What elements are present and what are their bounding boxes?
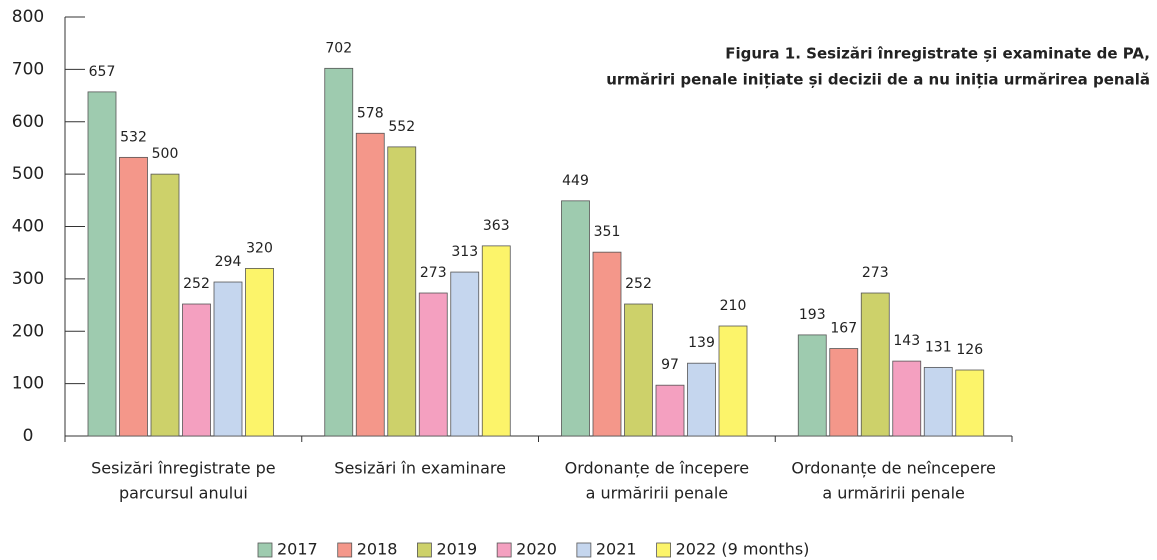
value-label: 210: [720, 298, 747, 314]
y-tick-label: 500: [12, 164, 44, 184]
y-tick-label: 200: [12, 321, 44, 341]
bar: [213, 281, 243, 437]
value-label: 702: [325, 40, 352, 56]
y-tick-label: 400: [12, 217, 44, 237]
bar: [182, 303, 211, 437]
legend-swatch: [656, 542, 671, 558]
legend-label: 2020: [516, 540, 557, 559]
value-label: 532: [120, 129, 147, 145]
legend-label: 2022 (9 months): [676, 540, 810, 559]
bar: [324, 67, 354, 437]
bar: [150, 173, 180, 437]
value-label: 552: [388, 119, 415, 135]
x-tick-label: Ordonanțe de începere: [565, 459, 750, 478]
value-label: 657: [89, 64, 116, 80]
legend-swatch: [417, 542, 432, 558]
legend-label: 2021: [596, 540, 637, 559]
value-label: 143: [893, 333, 920, 349]
value-label: 313: [451, 244, 478, 260]
value-label: 320: [246, 240, 273, 256]
bar: [923, 366, 953, 437]
y-tick-label: 800: [12, 7, 44, 27]
value-label: 578: [357, 105, 384, 121]
legend-swatch: [496, 542, 512, 558]
value-label: 167: [830, 321, 857, 337]
value-label: 193: [799, 307, 826, 323]
legend-label: 2018: [357, 540, 398, 559]
bar: [592, 251, 622, 437]
y-tick-label: 600: [12, 112, 44, 132]
y-tick-label: 300: [12, 269, 44, 289]
legend-label: 2017: [277, 540, 318, 559]
x-tick-label: Sesizări înregistrate pe: [91, 459, 276, 478]
bar: [655, 384, 685, 437]
bar: [450, 271, 480, 437]
legend-label: 2019: [436, 540, 477, 559]
y-tick-label: 0: [23, 426, 34, 446]
x-tick-label: a urmăririi penale: [822, 484, 965, 503]
value-label: 252: [625, 276, 652, 292]
bar: [245, 267, 274, 437]
bar: [387, 146, 417, 437]
x-tick-label: Ordonanțe de neîncepere: [791, 459, 996, 478]
bar: [829, 348, 859, 437]
value-label: 252: [183, 276, 210, 292]
bar: [860, 292, 890, 437]
bar: [624, 303, 653, 437]
value-label: 126: [956, 342, 983, 358]
chart-title: Figura 1. Sesizări înregistrate și exami…: [725, 45, 1150, 63]
value-label: 351: [594, 224, 621, 240]
value-label: 273: [420, 265, 447, 281]
bar: [718, 325, 748, 437]
bar: [561, 200, 590, 437]
bar: [355, 132, 385, 437]
legend-swatch: [576, 542, 592, 558]
x-tick-label: parcursul anului: [119, 484, 248, 503]
bar: [119, 156, 148, 437]
value-label: 363: [483, 218, 510, 234]
bar: [687, 362, 716, 437]
bar: [418, 292, 448, 437]
x-tick-label: a urmăririi penale: [586, 484, 729, 503]
value-label: 449: [562, 173, 589, 189]
bar: [87, 91, 117, 437]
value-label: 500: [152, 146, 179, 162]
y-tick-label: 700: [12, 59, 44, 79]
value-label: 131: [925, 339, 952, 355]
x-tick-label: Sesizări în examinare: [334, 459, 506, 478]
legend-swatch: [257, 542, 273, 558]
y-tick-label: 100: [12, 374, 44, 394]
bar: [797, 334, 827, 437]
legend-swatch: [337, 542, 353, 558]
value-label: 97: [661, 357, 679, 373]
bar: [955, 369, 985, 437]
bar: [892, 360, 922, 437]
value-label: 139: [688, 335, 715, 351]
value-label: 273: [862, 265, 889, 281]
value-label: 294: [215, 254, 242, 270]
chart-title: urmăriri penale inițiate și decizii de a…: [606, 71, 1150, 89]
bar: [481, 245, 511, 437]
